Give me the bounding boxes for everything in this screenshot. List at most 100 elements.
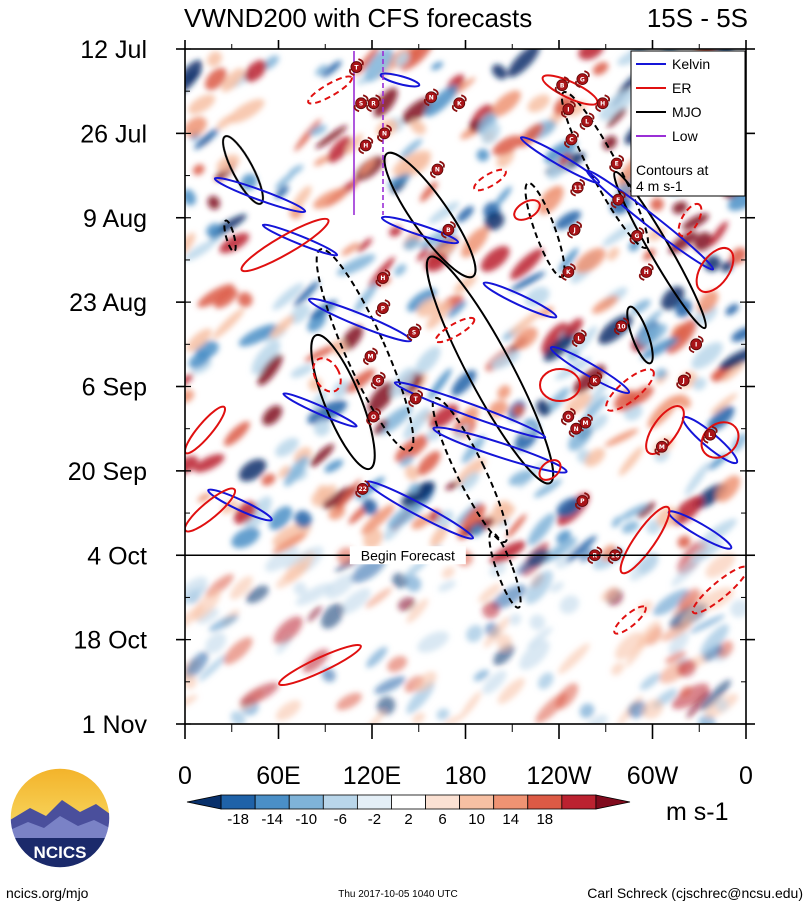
vwnd-anomaly-cell [606,107,627,128]
storm-icon [631,229,643,242]
vwnd-anomaly-cell [678,588,700,611]
vwnd-anomaly-cell [640,672,661,691]
storm-marker: 11 [570,178,586,197]
forecast-label-background [349,546,466,565]
storm-icon [655,440,668,453]
vwnd-anomaly-cell [451,370,477,396]
storm-icon [581,115,593,128]
vwnd-anomaly-cell [671,557,701,587]
vwnd-anomaly-cell [223,421,250,447]
storm-tail-icon [595,104,601,113]
vwnd-anomaly-cell [682,213,710,230]
er-contour [312,357,342,393]
storm-tail-icon [375,407,381,416]
storm-tail-icon [450,220,456,229]
storm-code: N [429,94,434,101]
storm-icon [350,61,363,73]
vwnd-anomaly-cell [574,247,606,274]
vwnd-anomaly-cell [251,340,281,375]
kelvin-contour [207,488,273,522]
er-contour [695,247,735,293]
storm-tail-icon [588,112,595,120]
storm-tail-icon [367,136,374,144]
x-tick-label: 180 [445,762,487,790]
footer-site[interactable]: ncics.org/mjo [6,885,89,901]
vwnd-anomaly-cell [731,326,746,342]
er-contour [539,368,581,402]
colorbar-swatch [459,794,495,810]
vwnd-anomaly-cell [399,49,433,71]
storm-code: O [566,414,571,421]
storm-tail-icon [560,418,567,426]
vwnd-anomaly-cell [400,481,435,507]
vwnd-anomaly-cell [607,247,620,261]
storm-icon [556,79,569,92]
vwnd-anomaly-cell [588,413,608,432]
storm-icon [359,139,372,152]
kelvin-contour [393,381,547,439]
x-tick-label: 0 [739,762,753,790]
vwnd-anomaly-cell [283,548,314,570]
vwnd-anomaly-cell [640,336,679,360]
vwnd-anomaly-cell [309,443,335,467]
storm-code: S [359,100,363,107]
vwnd-anomaly-cell [194,128,220,150]
ncics-logo: NCICS [9,767,111,869]
mjo-contour [626,305,654,365]
vwnd-anomaly-cell [331,339,348,356]
storm-tail-icon [384,269,391,277]
storm-code: B [560,82,565,89]
storm-icon [612,193,625,206]
vwnd-anomaly-cell [709,221,728,247]
storm-marker: O [560,407,576,426]
vwnd-anomaly-cell [373,87,398,118]
storm-tail-icon [587,413,593,422]
storm-code: F [616,197,620,204]
storm-tail-icon [375,279,382,287]
mjo-contour [315,248,415,452]
vwnd-anomaly-cell [185,240,215,261]
colorbar-swatch [186,794,222,810]
vwnd-anomaly-cell [245,496,272,531]
vwnd-anomaly-cell [692,377,707,391]
storm-code: L [577,335,581,342]
vwnd-anomaly-cell [223,637,253,665]
vwnd-anomaly-cell [643,248,656,261]
vwnd-anomaly-cell [558,643,590,675]
vwnd-anomaly-cell [307,605,322,622]
vwnd-anomaly-cell [363,528,383,549]
storm-tail-icon [570,189,577,197]
vwnd-anomaly-cell [293,582,307,596]
vwnd-anomaly-cell [490,350,520,370]
vwnd-anomaly-cell [721,260,734,273]
vwnd-anomaly-cell [245,585,269,604]
vwnd-anomaly-cell [461,435,486,464]
storm-code: G [580,76,585,83]
vwnd-anomaly-cell [716,475,741,503]
storm-tail-icon [560,273,567,281]
storm-tail-icon [408,400,414,408]
storm-tail-icon [596,546,603,554]
storm-icon [571,181,584,194]
vwnd-anomaly-cell [618,446,644,476]
vwnd-anomaly-cell [549,581,564,593]
colorbar-tick-label: -18 [227,811,249,828]
chart-title: VWND200 with CFS forecasts [184,3,532,33]
storm-icon [579,416,592,429]
legend: Kelvin ER MJO Low Contours at 4 m s-1 [630,50,746,197]
vwnd-anomaly-cell [466,624,483,643]
vwnd-anomaly-cell [525,286,550,308]
vwnd-anomaly-cell [238,324,278,347]
colorbar-swatch [288,794,324,810]
vwnd-anomaly-cell [219,232,250,254]
colorbar-swatch [220,794,256,810]
vwnd-anomaly-cell [185,455,199,475]
kelvin-contour [379,72,421,88]
vwnd-anomaly-cell [618,503,649,521]
storm-tail-icon [629,237,636,245]
vwnd-anomaly-cell [555,210,581,230]
vwnd-anomaly-cell [482,670,507,695]
vwnd-anomaly-cell [368,256,395,288]
vwnd-anomaly-cell [491,64,508,80]
vwnd-anomaly-cell [725,303,739,316]
